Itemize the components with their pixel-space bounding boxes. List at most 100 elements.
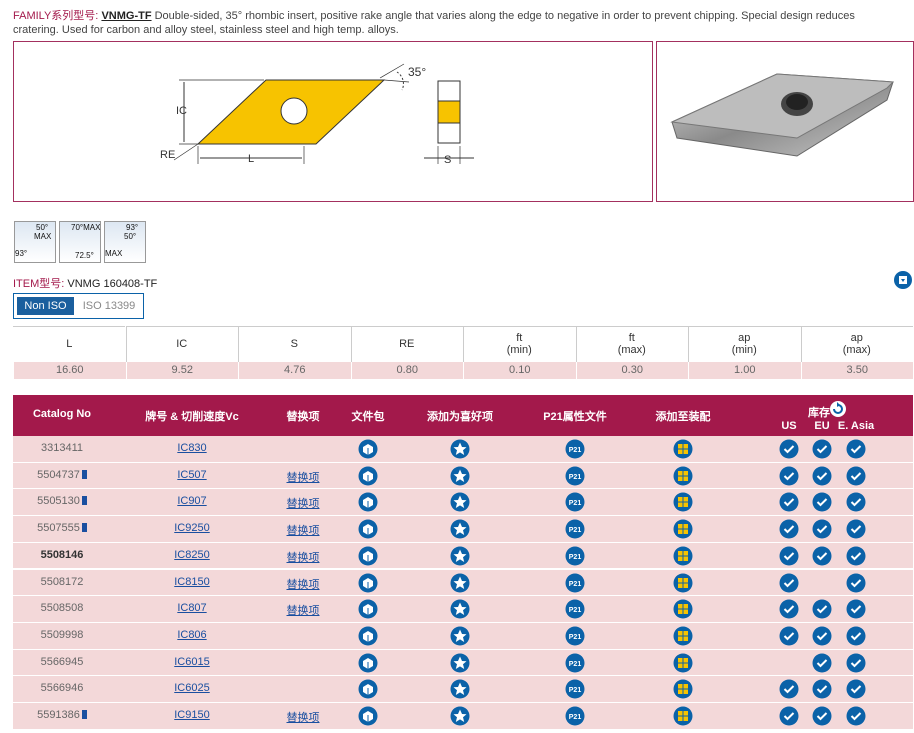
grade-link lnk[interactable]: IC8250 bbox=[174, 548, 210, 561]
favorite-icon[interactable] bbox=[450, 439, 470, 459]
substitute-link[interactable]: 替换项 bbox=[286, 525, 320, 538]
spec-value: 1.00 bbox=[688, 362, 801, 379]
grade-link lnk[interactable]: IC9250 bbox=[174, 522, 210, 535]
favorite-icon[interactable] bbox=[450, 706, 470, 726]
grade-link lnk[interactable]: IC830 bbox=[177, 442, 207, 454]
stock-check-svg bbox=[812, 653, 832, 673]
table-header: 添加为喜好项 bbox=[427, 411, 493, 423]
p21-icon[interactable]: P21 bbox=[565, 466, 585, 486]
favorite-icon[interactable] bbox=[450, 466, 470, 486]
spec-header-cell bbox=[350, 326, 463, 362]
grade-link lnk[interactable]: IC807 bbox=[177, 602, 207, 615]
stock-check bbox=[812, 466, 832, 486]
grade-link lnk[interactable]: IC8150 bbox=[174, 575, 210, 588]
file-package-icon[interactable] bbox=[358, 466, 378, 486]
substitute-link[interactable]: 替换项 bbox=[286, 712, 320, 724]
refresh-icon[interactable] bbox=[828, 399, 848, 419]
grade-link lnk[interactable]: IC6025 bbox=[174, 682, 210, 695]
p21-icon[interactable]: P21 bbox=[565, 706, 585, 726]
label-angle: 35° bbox=[408, 65, 426, 79]
file-package-icon[interactable] bbox=[358, 546, 378, 566]
assembly-icon[interactable] bbox=[673, 492, 693, 512]
p21-icon[interactable]: P21 bbox=[565, 492, 585, 512]
p21-icon[interactable]: P21 bbox=[565, 599, 585, 619]
stock-check bbox=[779, 599, 799, 619]
stock-check-svg bbox=[779, 546, 799, 566]
stock-check-svg bbox=[779, 626, 799, 646]
file-package-icon[interactable] bbox=[358, 653, 378, 673]
assembly-icon[interactable] bbox=[673, 466, 693, 486]
stock-check bbox=[846, 653, 866, 673]
file-package-icon[interactable] bbox=[358, 599, 378, 619]
info-flag[interactable] bbox=[81, 469, 87, 479]
favorite-icon[interactable] bbox=[450, 492, 470, 512]
assembly-icon[interactable] bbox=[673, 573, 693, 593]
favorite-icon[interactable] bbox=[450, 519, 470, 539]
stock-check-svg bbox=[812, 466, 832, 486]
family-code[interactable]: VNMG-TF bbox=[101, 10, 152, 22]
p21-icon[interactable]: P21 bbox=[565, 519, 585, 539]
p21-icon[interactable]: P21 bbox=[565, 439, 585, 459]
info-flag[interactable] bbox=[81, 496, 87, 506]
stock-check bbox=[812, 519, 832, 539]
file-package-icon[interactable] bbox=[358, 626, 378, 646]
info-flag[interactable] bbox=[81, 710, 87, 719]
favorite-icon[interactable] bbox=[450, 653, 470, 673]
file-package-icon[interactable] bbox=[358, 679, 378, 699]
file-package-icon[interactable] bbox=[358, 439, 378, 459]
assembly-icon[interactable] bbox=[673, 626, 693, 646]
app-icon-label: MAX bbox=[105, 249, 123, 258]
assembly-icon[interactable] bbox=[673, 653, 693, 673]
substitute-link[interactable]: 替换项 bbox=[286, 498, 320, 511]
favorite-icon-svg bbox=[450, 626, 470, 646]
tab[interactable]: ISO 13399 bbox=[82, 300, 136, 312]
p21-icon[interactable]: P21 bbox=[565, 573, 585, 593]
substitute-link[interactable]: 替换项 bbox=[286, 578, 320, 591]
p21-icon[interactable]: P21 bbox=[565, 626, 585, 646]
spec-header: IC bbox=[176, 338, 188, 350]
spec-header: ft bbox=[628, 332, 635, 344]
stock-check bbox=[812, 626, 832, 646]
favorite-icon[interactable] bbox=[450, 573, 470, 593]
p21-icon[interactable]: P21 bbox=[565, 679, 585, 699]
spec-header: (max) bbox=[617, 344, 646, 356]
favorite-icon[interactable] bbox=[450, 626, 470, 646]
favorite-icon-svg bbox=[450, 653, 470, 673]
tabs: Non ISO ISO 13399 bbox=[13, 293, 144, 319]
assembly-icon[interactable] bbox=[673, 546, 693, 566]
favorite-icon[interactable] bbox=[450, 546, 470, 566]
grade-link lnk[interactable]: IC907 bbox=[177, 495, 207, 508]
label-ic: IC bbox=[176, 105, 187, 117]
file-package-icon[interactable] bbox=[358, 706, 378, 726]
stock-check bbox=[812, 653, 832, 673]
spec-value: 3.50 bbox=[800, 362, 913, 379]
favorite-icon[interactable] bbox=[450, 599, 470, 619]
grade-link lnk[interactable]: IC9150 bbox=[174, 709, 210, 721]
stock-check bbox=[812, 492, 832, 512]
assembly-icon[interactable] bbox=[673, 599, 693, 619]
substitute-link[interactable]: 替换项 bbox=[286, 605, 320, 618]
p21-icon[interactable]: P21 bbox=[565, 653, 585, 673]
file-package-icon[interactable] bbox=[358, 492, 378, 512]
grade-link lnk[interactable]: IC806 bbox=[177, 628, 207, 641]
favorite-icon[interactable] bbox=[450, 679, 470, 699]
grade-link lnk[interactable]: IC6015 bbox=[174, 655, 210, 668]
download-icon[interactable] bbox=[893, 270, 913, 290]
photo-box bbox=[656, 41, 914, 202]
assembly-icon[interactable] bbox=[673, 519, 693, 539]
assembly-icon[interactable] bbox=[673, 706, 693, 726]
tab-active[interactable]: Non ISO bbox=[17, 297, 74, 315]
assembly-icon[interactable] bbox=[673, 679, 693, 699]
file-package-icon[interactable] bbox=[358, 573, 378, 593]
info-flag[interactable] bbox=[81, 523, 87, 533]
file-package-icon[interactable] bbox=[358, 519, 378, 539]
app-icon-label: 93° bbox=[126, 223, 139, 232]
stock-check-svg bbox=[846, 706, 866, 726]
assembly-icon[interactable] bbox=[673, 439, 693, 459]
p21-icon[interactable]: P21 bbox=[565, 546, 585, 566]
label-re: RE bbox=[160, 149, 175, 161]
grade-link lnk[interactable]: IC507 bbox=[177, 468, 207, 481]
substitute-link[interactable]: 替换项 bbox=[286, 471, 320, 484]
substitute-link[interactable]: 替换项 bbox=[286, 551, 320, 564]
p21-text: P21 bbox=[569, 474, 582, 481]
